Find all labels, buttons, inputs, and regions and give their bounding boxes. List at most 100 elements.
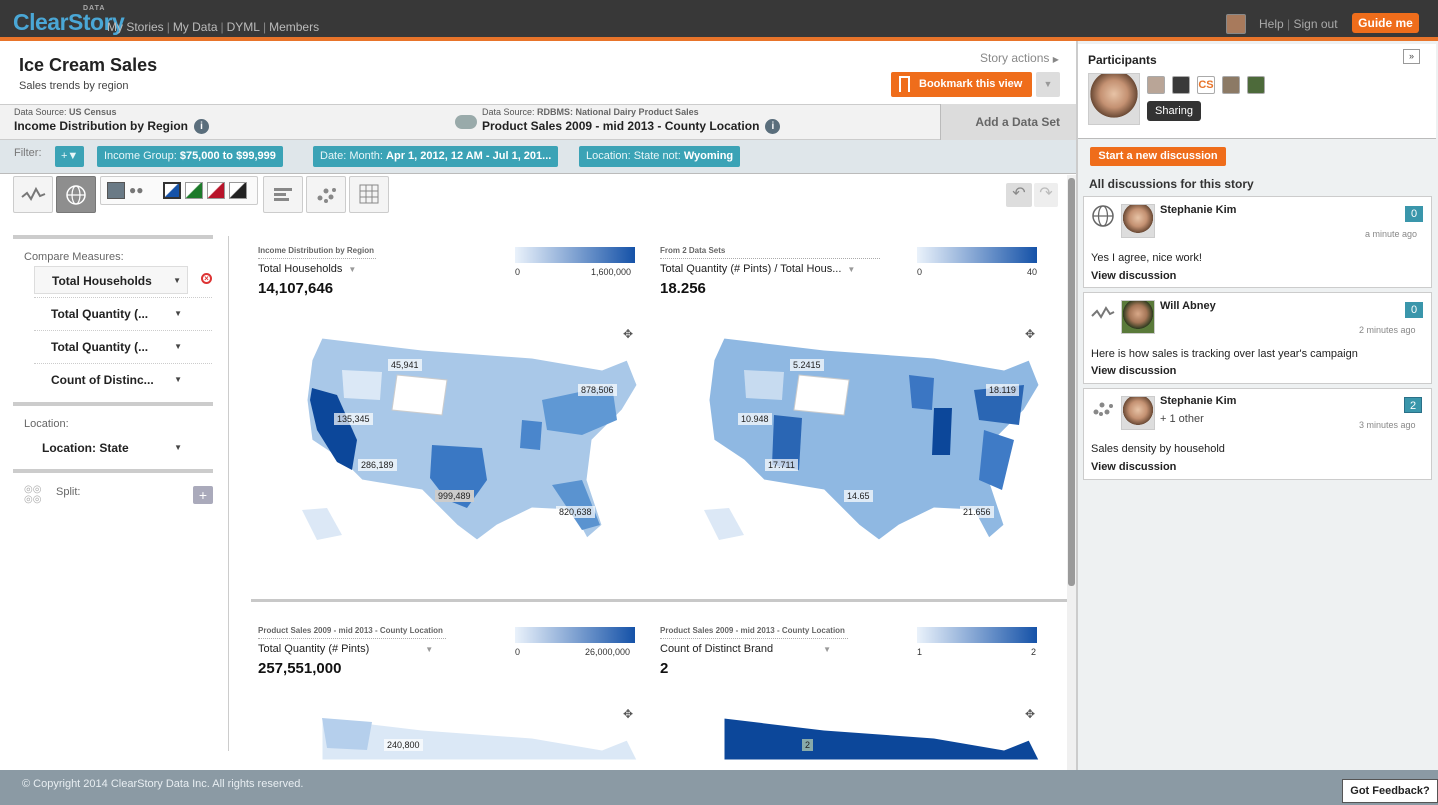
view-discussion-link[interactable]: View discussion	[1091, 365, 1177, 377]
bookmark-button[interactable]: Bookmark this view	[891, 72, 1032, 97]
comment-count-badge: 0	[1405, 206, 1423, 222]
participant-avatar[interactable]	[1247, 76, 1265, 94]
chevron-down-icon: ▼	[174, 309, 182, 318]
tile-measure-dropdown[interactable]: Count of Distinct Brand ▼	[660, 643, 832, 655]
info-icon[interactable]: i	[194, 119, 210, 135]
feedback-button[interactable]: Got Feedback?	[1342, 779, 1438, 803]
location-dropdown[interactable]: Location: State ▼	[34, 434, 188, 462]
discussion-author: Stephanie Kim	[1160, 204, 1237, 216]
tile-value: 18.256	[660, 280, 706, 297]
add-dataset-button[interactable]: Add a Data Set	[940, 104, 1076, 140]
map-label: 18.119	[986, 384, 1019, 396]
us-map[interactable]	[282, 330, 652, 550]
guide-me-button[interactable]: Guide me	[1352, 13, 1419, 33]
start-discussion-button[interactable]: Start a new discussion	[1090, 147, 1226, 166]
move-icon[interactable]: ✥	[1025, 327, 1036, 341]
avatar[interactable]	[1088, 73, 1140, 125]
chevron-down-icon: ▼	[174, 375, 182, 384]
participant-avatar[interactable]	[1222, 76, 1240, 94]
discussion-text: Here is how sales is tracking over last …	[1091, 348, 1358, 360]
bookmark-dropdown-button[interactable]: ▼	[1036, 72, 1060, 97]
info-icon[interactable]: i	[765, 119, 781, 135]
us-map[interactable]	[282, 710, 652, 760]
bubble-style-icon[interactable]: ●●	[129, 183, 144, 197]
measure-dropdown-4[interactable]: Count of Distinc... ▼	[34, 366, 188, 394]
tile-value: 257,551,000	[258, 660, 342, 677]
scatter-icon	[317, 188, 336, 203]
datasource-1[interactable]: Data Source: US Census Income Distributi…	[14, 107, 210, 135]
remove-measure-icon[interactable]: ×	[201, 273, 212, 284]
participant-avatar[interactable]	[1172, 76, 1190, 94]
tile-value: 14,107,646	[258, 280, 334, 297]
scrollbar-thumb[interactable]	[1068, 178, 1075, 586]
discussion-author: Will Abney	[1160, 300, 1216, 312]
participant-avatar[interactable]	[1147, 76, 1165, 94]
nav-dyml[interactable]: DYML	[226, 20, 260, 34]
color-legend	[917, 247, 1037, 263]
map-label: 286,189	[358, 459, 397, 471]
map-style-group: ●●	[100, 176, 258, 205]
divider	[13, 235, 213, 239]
view-discussion-link[interactable]: View discussion	[1091, 270, 1177, 282]
avatar	[1121, 204, 1155, 238]
discussion-time: a minute ago	[1365, 229, 1418, 239]
undo-button[interactable]: ↶	[1006, 183, 1032, 207]
move-icon[interactable]: ✥	[1025, 707, 1036, 721]
measure-dropdown-1[interactable]: Total Households ▼	[34, 266, 188, 294]
story-actions-menu[interactable]: Story actions ▶	[980, 51, 1059, 65]
user-avatar[interactable]	[1226, 14, 1246, 34]
logo[interactable]: ClearStory DATA	[13, 5, 125, 35]
tile-measure-dropdown[interactable]: Total Households ▼	[258, 263, 357, 275]
view-discussion-link[interactable]: View discussion	[1091, 461, 1177, 473]
blue-palette-button[interactable]	[163, 182, 181, 199]
us-map[interactable]	[684, 710, 1054, 760]
split-icon: ◎◎ ◎◎	[24, 484, 42, 505]
color-legend	[515, 247, 635, 263]
top-bar	[0, 0, 1438, 41]
scatter-view-button[interactable]	[306, 176, 346, 213]
map-view-button[interactable]	[56, 176, 96, 213]
discussion-author: Stephanie Kim	[1160, 395, 1237, 407]
move-icon[interactable]: ✥	[623, 327, 634, 341]
map-label: 14.65	[844, 490, 873, 502]
red-palette-button[interactable]	[207, 182, 225, 199]
us-map[interactable]	[684, 330, 1054, 550]
bookmark-icon	[899, 76, 910, 92]
participant-avatar[interactable]: CS	[1197, 76, 1215, 94]
nav-my-data[interactable]: My Data	[172, 20, 218, 34]
help-link[interactable]: Help	[1259, 17, 1284, 31]
divider	[34, 330, 212, 331]
datasource-2[interactable]: Data Source: RDBMS: National Dairy Produ…	[482, 107, 781, 135]
table-view-button[interactable]	[349, 176, 389, 213]
filter-chip-income[interactable]: Income Group: $75,000 to $99,999	[97, 146, 283, 167]
divider	[34, 297, 212, 298]
measure-dropdown-3[interactable]: Total Quantity (... ▼	[34, 333, 188, 361]
green-palette-button[interactable]	[185, 182, 203, 199]
nav-members[interactable]: Members	[269, 20, 320, 34]
line-chart-view-button[interactable]	[13, 176, 53, 213]
black-palette-button[interactable]	[229, 182, 247, 199]
tile-measure-dropdown[interactable]: Total Quantity (# Pints) ▼	[258, 643, 434, 655]
chevron-down-icon: ▼	[174, 342, 182, 351]
signout-link[interactable]: Sign out	[1293, 17, 1338, 31]
measure-dropdown-2[interactable]: Total Quantity (... ▼	[34, 300, 188, 328]
add-split-button[interactable]: +	[193, 486, 213, 504]
add-filter-button[interactable]: +▼	[55, 146, 85, 167]
choropleth-style-button[interactable]	[107, 182, 125, 199]
bar-chart-view-button[interactable]	[263, 176, 303, 213]
collapse-panel-button[interactable]: »	[1403, 49, 1420, 64]
tile-source: Product Sales 2009 - mid 2013 - County L…	[258, 626, 446, 639]
avatar	[1121, 396, 1155, 430]
participants-title: Participants	[1088, 53, 1157, 67]
footer	[0, 770, 1438, 805]
link-icon[interactable]	[455, 115, 477, 129]
redo-button[interactable]: ↷	[1034, 183, 1058, 207]
filter-chip-date[interactable]: Date: Month: Apr 1, 2012, 12 AM - Jul 1,…	[313, 146, 559, 167]
divider	[228, 236, 229, 751]
filter-chip-location[interactable]: Location: State not: Wyoming	[579, 146, 741, 167]
discussion-text: Sales density by household	[1091, 443, 1225, 455]
move-icon[interactable]: ✥	[623, 707, 634, 721]
nav-my-stories[interactable]: My Stories	[107, 20, 164, 34]
discussion-others: + 1 other	[1160, 413, 1204, 425]
tile-measure-dropdown[interactable]: Total Quantity (# Pints) / Total Hous...…	[660, 263, 856, 275]
